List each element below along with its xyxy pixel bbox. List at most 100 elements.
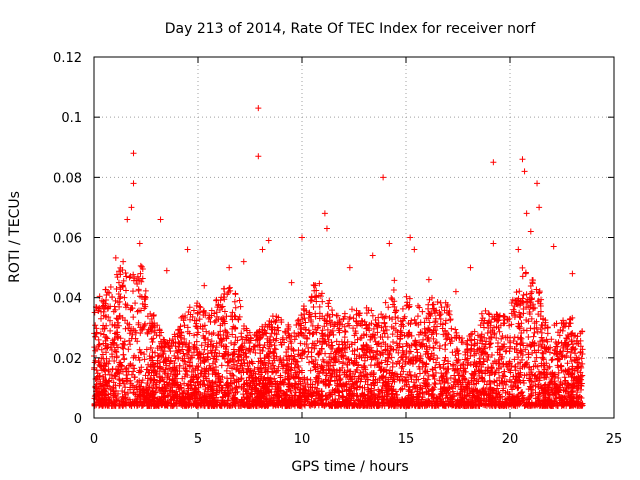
data-point	[99, 303, 106, 310]
data-point	[335, 392, 342, 399]
data-point	[399, 363, 406, 370]
data-point	[579, 372, 586, 379]
data-point	[195, 329, 202, 336]
data-point	[116, 298, 123, 305]
data-point	[140, 323, 147, 330]
data-point	[559, 394, 566, 401]
data-point	[112, 348, 119, 355]
data-point	[452, 326, 459, 333]
data-point	[142, 287, 149, 294]
data-point	[522, 346, 529, 353]
data-point	[575, 364, 582, 371]
data-point	[234, 337, 241, 344]
data-point	[369, 312, 376, 319]
data-point	[404, 371, 411, 378]
data-point	[525, 402, 532, 409]
data-point	[333, 373, 340, 380]
data-point	[392, 327, 399, 334]
data-point	[110, 340, 117, 347]
data-point	[316, 303, 323, 310]
data-point	[151, 366, 158, 373]
data-point	[367, 344, 374, 351]
data-point	[114, 274, 121, 281]
data-point	[120, 351, 127, 358]
data-point	[528, 402, 535, 409]
data-point	[558, 352, 565, 359]
data-point	[486, 317, 493, 324]
data-point	[233, 384, 240, 391]
data-point	[243, 388, 250, 395]
data-point	[379, 399, 386, 406]
data-point	[268, 389, 275, 396]
data-point	[226, 358, 233, 365]
data-point	[283, 391, 290, 398]
data-point	[119, 283, 126, 290]
data-point	[500, 360, 507, 367]
data-point	[187, 316, 194, 323]
data-point	[533, 286, 540, 293]
data-point	[462, 368, 469, 375]
data-point	[316, 280, 323, 287]
data-point	[189, 313, 196, 320]
data-point	[377, 333, 384, 340]
data-point	[508, 310, 515, 317]
data-point	[194, 300, 201, 307]
data-point	[188, 352, 195, 359]
data-point	[506, 376, 513, 383]
data-point	[443, 336, 450, 343]
data-point	[220, 285, 227, 292]
data-point	[123, 273, 130, 280]
data-point	[266, 379, 273, 386]
data-point	[229, 386, 236, 393]
data-point	[247, 348, 254, 355]
data-point	[478, 391, 485, 398]
data-point	[99, 325, 106, 332]
data-point	[141, 351, 148, 358]
data-point	[542, 373, 549, 380]
data-point	[471, 352, 478, 359]
data-point	[216, 372, 223, 379]
data-point	[100, 331, 107, 338]
data-point	[406, 360, 413, 367]
data-point	[356, 373, 363, 380]
data-point	[91, 309, 98, 316]
data-point	[336, 358, 343, 365]
data-point	[449, 349, 456, 356]
data-point	[537, 338, 544, 345]
data-point	[525, 354, 532, 361]
data-point	[281, 339, 288, 346]
data-point	[161, 348, 168, 355]
data-point	[544, 330, 551, 337]
data-point	[342, 381, 349, 388]
data-point	[351, 347, 358, 354]
data-point	[467, 352, 474, 359]
data-point	[478, 334, 485, 341]
data-point	[388, 372, 395, 379]
data-point	[399, 305, 406, 312]
data-point	[148, 336, 155, 343]
data-point	[303, 388, 310, 395]
data-point	[518, 389, 525, 396]
data-point	[277, 372, 284, 379]
data-point	[197, 304, 204, 311]
data-point	[437, 320, 444, 327]
data-point	[478, 351, 485, 358]
data-point	[209, 350, 216, 357]
data-point	[329, 370, 336, 377]
data-point	[471, 359, 478, 366]
data-point	[358, 364, 365, 371]
data-point	[145, 384, 152, 391]
data-point	[212, 380, 219, 387]
data-point	[262, 389, 269, 396]
data-point	[186, 304, 193, 311]
data-point	[313, 389, 320, 396]
data-point	[138, 349, 145, 356]
data-point	[374, 329, 381, 336]
data-point	[318, 290, 325, 297]
data-point	[272, 402, 279, 409]
data-point	[335, 327, 342, 334]
data-point	[156, 332, 163, 339]
data-point	[569, 391, 576, 398]
data-point	[382, 347, 389, 354]
data-point	[113, 341, 120, 348]
